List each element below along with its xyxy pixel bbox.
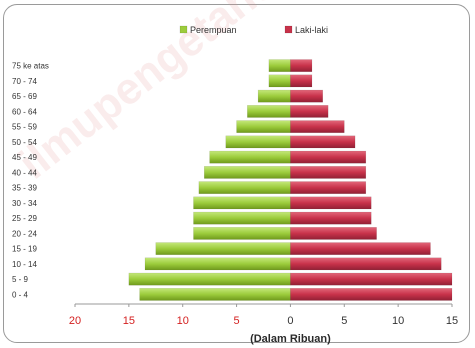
category-label: 10 - 14 bbox=[12, 260, 37, 269]
x-tick-label: 15 bbox=[123, 315, 135, 327]
bars bbox=[128, 59, 453, 301]
bar-female bbox=[144, 257, 291, 271]
bar-male bbox=[290, 227, 377, 240]
category-label: 75 ke atas bbox=[12, 62, 49, 71]
bar-male bbox=[290, 166, 367, 179]
x-tick-label: 10 bbox=[177, 315, 189, 327]
x-tick-label: 5 bbox=[341, 315, 347, 327]
bar-male bbox=[290, 120, 345, 133]
category-label: 35 - 39 bbox=[12, 184, 37, 193]
bar-female bbox=[236, 120, 291, 133]
legend-label: Laki-laki bbox=[295, 25, 328, 35]
bar-female bbox=[193, 211, 291, 225]
category-label: 0 - 4 bbox=[12, 290, 29, 299]
category-label: 15 - 19 bbox=[12, 245, 37, 254]
bar-female bbox=[193, 196, 291, 210]
bar-female bbox=[128, 272, 291, 286]
category-label: 55 - 59 bbox=[12, 123, 37, 132]
x-tick-label: 20 bbox=[69, 315, 81, 327]
x-tick-label: 5 bbox=[234, 315, 240, 327]
bar-female bbox=[209, 150, 291, 164]
bar-male bbox=[290, 272, 453, 286]
category-label: 20 - 24 bbox=[12, 229, 37, 238]
bar-female bbox=[155, 242, 291, 255]
bar-male bbox=[290, 257, 442, 271]
legend-swatch bbox=[284, 25, 293, 34]
bar-male bbox=[290, 150, 367, 164]
x-tick-label: 10 bbox=[392, 315, 404, 327]
bar-male bbox=[290, 59, 313, 72]
bar-male bbox=[290, 288, 453, 301]
category-label: 60 - 64 bbox=[12, 107, 37, 116]
category-labels: 75 ke atas 70 - 74 65 - 69 60 - 64 55 - 59 50… bbox=[12, 62, 49, 300]
category-label: 30 - 34 bbox=[12, 199, 37, 208]
category-label: 5 - 9 bbox=[12, 275, 29, 284]
bar-female bbox=[198, 181, 291, 194]
x-axis-title: (Dalam Ribuan) bbox=[250, 333, 331, 345]
bar-male bbox=[290, 196, 372, 210]
category-label: 65 - 69 bbox=[12, 92, 37, 101]
legend-swatch bbox=[179, 25, 188, 34]
bar-male bbox=[290, 181, 367, 194]
category-label: 50 - 54 bbox=[12, 138, 37, 147]
bar-male bbox=[290, 211, 372, 225]
category-label: 40 - 44 bbox=[12, 168, 37, 177]
bar-male bbox=[290, 74, 313, 88]
bar-male bbox=[290, 105, 329, 118]
bar-male bbox=[290, 135, 356, 149]
category-label: 25 - 29 bbox=[12, 214, 37, 223]
legend-label: Perempuan bbox=[190, 25, 237, 35]
bar-male bbox=[290, 242, 431, 255]
bar-male bbox=[290, 89, 323, 103]
x-tick-label: 0 bbox=[287, 315, 293, 327]
x-tick-label: 15 bbox=[446, 315, 458, 327]
category-label: 70 - 74 bbox=[12, 77, 37, 86]
x-axis: 20 15 10 5 0 5 10 15 (Dalam Ribuan) bbox=[69, 303, 458, 345]
bar-female bbox=[268, 59, 291, 72]
bar-female bbox=[257, 89, 291, 103]
bar-female bbox=[193, 227, 291, 240]
category-label: 45 - 49 bbox=[12, 153, 37, 162]
bar-female bbox=[225, 135, 291, 149]
bar-female bbox=[204, 166, 291, 179]
bar-female bbox=[247, 105, 291, 118]
bar-female bbox=[139, 288, 291, 301]
bar-female bbox=[268, 74, 291, 88]
legend: Perempuan Laki-laki bbox=[179, 25, 328, 35]
